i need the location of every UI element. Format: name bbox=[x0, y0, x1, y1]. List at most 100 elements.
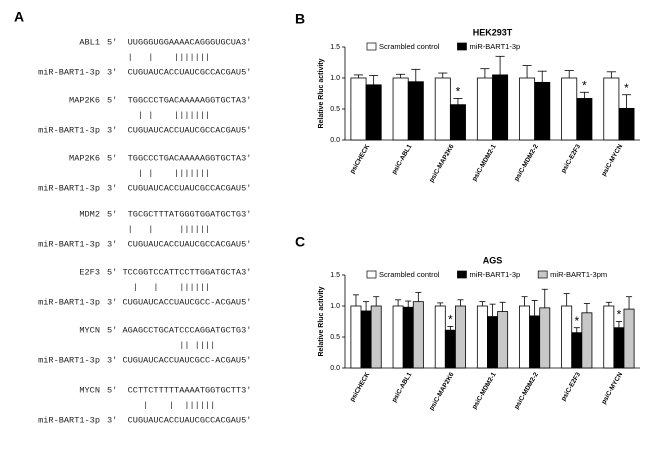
target-sequence: 5' TCCGGTCCATTCCTTGGATGCTA3' bbox=[107, 267, 251, 277]
x-tick-label: psiC-ABL1 bbox=[391, 143, 414, 176]
x-tick-label: psiCHECK bbox=[349, 371, 371, 403]
bar bbox=[539, 307, 551, 369]
mirna-sequence: 3' CUGUAUCACCUAUCGCCACGAU5' bbox=[107, 415, 251, 425]
mirna-name: miR-BART1-3p bbox=[38, 67, 100, 77]
significance-label: * bbox=[448, 313, 453, 327]
pairing: | | |||||| bbox=[107, 224, 210, 234]
target-sequence: 5' TGGCCCTGACAAAAAGGTGCTA3' bbox=[107, 95, 251, 105]
mirna-sequence: 3' CUGUAUCACCUAUCGCC-ACGAU5' bbox=[107, 355, 251, 365]
bar bbox=[392, 305, 404, 369]
pairing: | | |||||| bbox=[107, 282, 210, 292]
x-tick-label: psiC-MAP2K6 bbox=[428, 143, 456, 184]
mirna-name: miR-BART1-3p bbox=[38, 125, 100, 135]
y-tick-label: 1.5 bbox=[330, 272, 340, 279]
significance-label: * bbox=[582, 78, 587, 92]
x-tick-label: psiC-MYCN bbox=[600, 371, 624, 405]
panel-label: C bbox=[295, 234, 305, 250]
y-axis-label: Relative Rluc activity bbox=[318, 286, 325, 356]
mirna-sequence: 3' CUGUAUCACCUAUCGCC-ACGAU5' bbox=[107, 297, 251, 307]
bar bbox=[444, 329, 456, 369]
bar bbox=[561, 77, 578, 141]
x-tick-label: psiC-ABL1 bbox=[391, 371, 414, 404]
bar bbox=[434, 305, 446, 369]
chart-title: AGS bbox=[483, 255, 503, 265]
gene-name: MAP2K6 bbox=[69, 153, 100, 163]
gene-name: MYCN bbox=[79, 385, 100, 395]
bar bbox=[603, 77, 620, 141]
legend-label: Scrambled control bbox=[379, 42, 440, 51]
gene-name: MYCN bbox=[79, 325, 100, 335]
x-tick-label: psiC-MDM2-2 bbox=[513, 143, 540, 182]
legend-swatch bbox=[537, 270, 548, 279]
bar bbox=[618, 107, 635, 141]
pairing: | | ||||||| bbox=[107, 168, 210, 178]
mirna-sequence: 3' CUGUAUCACCUAUCGCCACGAU5' bbox=[107, 239, 251, 249]
bar bbox=[370, 305, 382, 369]
bar bbox=[412, 301, 424, 369]
mirna-name: miR-BART1-3p bbox=[38, 415, 100, 425]
significance-label: * bbox=[617, 308, 622, 322]
legend-swatch bbox=[457, 42, 467, 51]
panel-label: A bbox=[14, 9, 24, 25]
bar bbox=[534, 81, 551, 141]
gene-name: MAP2K6 bbox=[69, 95, 100, 105]
legend-swatch bbox=[457, 270, 467, 279]
bar bbox=[529, 315, 541, 369]
pairing: | | ||||||| bbox=[107, 110, 210, 120]
bar bbox=[519, 77, 536, 141]
y-tick-label: 0.5 bbox=[330, 106, 340, 113]
target-sequence: 5' TGCGCTTTATGGGTGGATGCTG3' bbox=[107, 209, 251, 219]
x-tick-label: psiC-MAP2K6 bbox=[428, 371, 456, 412]
mirna-name: miR-BART1-3p bbox=[38, 239, 100, 249]
bar bbox=[476, 77, 493, 141]
bar bbox=[613, 327, 625, 369]
gene-name: MDM2 bbox=[79, 209, 100, 219]
legend-swatch bbox=[366, 42, 377, 51]
y-tick-label: 0.0 bbox=[330, 365, 340, 372]
target-sequence: 5' AGAGCCTGCATCCCAGGATGCTG3' bbox=[107, 325, 251, 335]
bar bbox=[519, 305, 530, 369]
mirna-name: miR-BART1-3p bbox=[38, 183, 100, 193]
x-tick-label: psiC-E2F3 bbox=[560, 371, 582, 402]
x-tick-label: psiC-MDM2-1 bbox=[471, 143, 498, 182]
bar bbox=[449, 104, 466, 141]
bar bbox=[455, 305, 466, 369]
target-sequence: 5' CCTTCTTTTTAAAATGGTGCTT3' bbox=[107, 385, 251, 395]
pairing: | | ||||||| bbox=[107, 52, 210, 62]
pairing: || |||| bbox=[107, 340, 215, 350]
target-sequence: 5' UUGGGUGGAAAACAGGGUGCUA3' bbox=[107, 37, 251, 47]
pairing: | | |||||| bbox=[107, 400, 215, 410]
bar bbox=[476, 305, 488, 369]
panel-label: B bbox=[295, 11, 305, 27]
bar bbox=[365, 84, 382, 141]
significance-label: * bbox=[456, 85, 461, 99]
y-tick-label: 0.5 bbox=[330, 334, 340, 341]
legend-swatch bbox=[366, 270, 377, 279]
bar bbox=[402, 306, 414, 369]
target-sequence: 5' TGGCCCTGACAAAAAGGTGCTA3' bbox=[107, 153, 251, 163]
bar bbox=[576, 98, 593, 141]
x-tick-label: psiC-MYCN bbox=[600, 143, 624, 177]
bar bbox=[350, 305, 362, 369]
legend-label: miR-BART1-3pm bbox=[550, 270, 607, 279]
bar bbox=[497, 311, 509, 369]
x-tick-label: psiC-E2F3 bbox=[560, 143, 582, 174]
x-tick-label: psiC-MDM2-1 bbox=[471, 371, 498, 410]
bar bbox=[487, 316, 498, 369]
mirna-name: miR-BART1-3p bbox=[38, 355, 100, 365]
gene-name: E2F3 bbox=[79, 267, 100, 277]
mirna-name: miR-BART1-3p bbox=[38, 297, 100, 307]
significance-label: * bbox=[574, 314, 579, 328]
significance-label: * bbox=[624, 81, 629, 95]
legend-label: Scrambled control bbox=[379, 270, 440, 279]
x-tick-label: psiCHECK bbox=[349, 143, 371, 175]
bar bbox=[623, 308, 635, 369]
y-axis-label: Relative Rluc activity bbox=[318, 58, 325, 128]
legend-label: miR-BART1-3p bbox=[469, 270, 520, 279]
bar bbox=[581, 312, 593, 369]
mirna-sequence: 3' CUGUAUCACCUAUCGCCACGAU5' bbox=[107, 67, 251, 77]
legend-label: miR-BART1-3p bbox=[469, 42, 520, 51]
bar bbox=[407, 81, 424, 141]
bar bbox=[561, 305, 573, 369]
